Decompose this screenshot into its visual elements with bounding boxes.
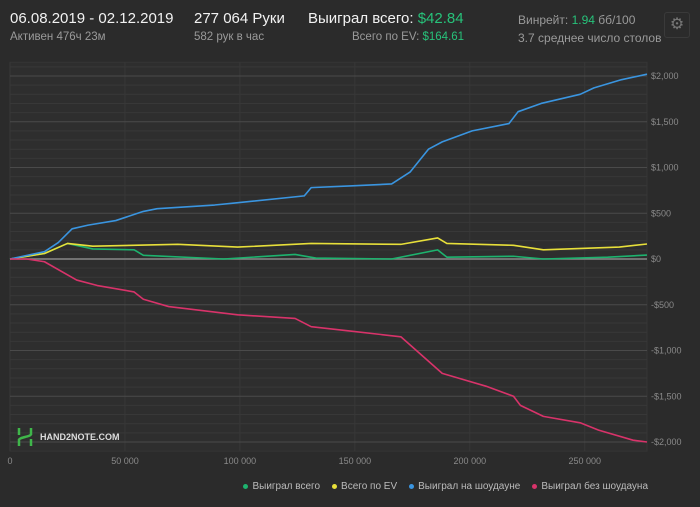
x-tick-label: 250 000: [569, 456, 602, 466]
date-range: 06.08.2019 - 02.12.2019: [10, 10, 174, 27]
ev-value: $164.61: [422, 31, 465, 43]
legend-dot-icon: [532, 483, 538, 489]
legend-dot-icon: [332, 483, 338, 489]
legend-dot-icon: [409, 483, 415, 489]
x-tick-label: 100 000: [224, 456, 257, 466]
winrate-unit: бб/100: [598, 13, 636, 27]
won-label: Выиграл всего:: [308, 10, 414, 27]
series-line: [9, 237, 648, 260]
ev-label: Всего по EV:: [352, 31, 420, 43]
x-tick-label: 200 000: [454, 456, 487, 466]
avg-tables: 3.7 среднее число столов: [518, 31, 662, 45]
hand2note-logo: HAND2NOTE.COM: [16, 427, 120, 447]
series-line: [9, 242, 648, 260]
legend-item[interactable]: Выиграл всего: [243, 481, 320, 492]
y-tick-label: $500: [651, 208, 671, 218]
won-value: $42.84: [417, 10, 464, 27]
y-tick-label: -$2,000: [651, 437, 682, 447]
y-tick-label: $2,000: [651, 71, 679, 81]
settings-gear-icon[interactable]: ⚙: [664, 12, 690, 38]
legend-label: Выиграл всего: [252, 481, 321, 492]
logo-text: HAND2NOTE.COM: [40, 432, 120, 442]
legend-label: Выиграл на шоудауне: [418, 481, 521, 492]
hands-count: 277 064 Руки: [194, 10, 285, 27]
winrate-value: 1.94: [571, 13, 595, 27]
legend-dot-icon: [243, 483, 249, 489]
winrate: Винрейт: 1.94 бб/100: [518, 13, 635, 27]
y-tick-label: $1,500: [651, 117, 679, 127]
active-time: Активен 476ч 23м: [10, 31, 106, 43]
y-tick-label: -$1,500: [651, 391, 682, 401]
legend-item[interactable]: Выиграл на шоудауне: [409, 481, 520, 492]
legend-item[interactable]: Всего по EV: [332, 481, 397, 492]
x-tick-label: 0: [7, 456, 12, 466]
y-tick-label: $1,000: [651, 163, 679, 173]
winrate-label: Винрейт:: [518, 13, 569, 27]
series-line: [9, 73, 648, 260]
y-tick-label: $0: [651, 254, 661, 264]
hands-per-hour: 582 рук в час: [194, 31, 265, 43]
series-line: [10, 258, 648, 443]
x-tick-label: 150 000: [339, 456, 372, 466]
legend-label: Всего по EV: [341, 481, 398, 492]
y-tick-label: -$500: [651, 300, 674, 310]
legend-label: Выиграл без шоудауна: [541, 481, 648, 492]
ev-total: Всего по EV: $164.61: [352, 31, 464, 43]
legend-item[interactable]: Выиграл без шоудауна: [532, 481, 648, 492]
plot-area: [9, 61, 648, 452]
won-total: Выиграл всего: $42.84: [308, 10, 464, 27]
x-tick-label: 50 000: [111, 456, 139, 466]
y-tick-label: -$1,000: [651, 346, 682, 356]
chart-legend: Выиграл всего Всего по EV Выиграл на шоуда…: [243, 481, 648, 492]
